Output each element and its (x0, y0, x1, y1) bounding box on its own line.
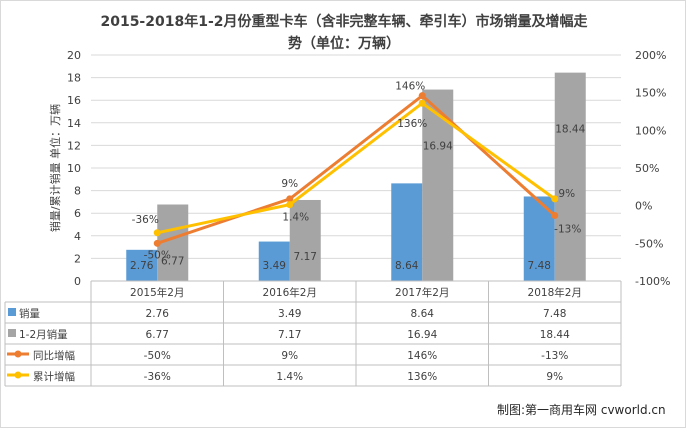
bar-data-label: 3.49 (263, 260, 286, 272)
y2-tick-label: 150% (635, 87, 666, 100)
y-tick-label: 2 (74, 252, 81, 265)
legend-swatch (8, 329, 16, 337)
line-marker (551, 195, 559, 203)
table-cell: 9% (281, 350, 298, 362)
table-cell: 7.17 (278, 329, 301, 341)
line-marker (153, 229, 161, 237)
line-data-label: 146% (395, 81, 425, 93)
y2-tick-label: -100% (635, 275, 670, 288)
line-marker (418, 99, 426, 107)
table-cell: 136% (407, 371, 437, 383)
line-marker (418, 92, 426, 100)
y-tick-label: 14 (67, 117, 81, 130)
legend-marker (14, 371, 22, 379)
legend-entry: 1-2月销量 (19, 328, 68, 341)
bar-sales (391, 183, 423, 281)
legend-swatch (8, 308, 16, 316)
line-marker (153, 239, 161, 247)
chart-title-line2: 势（单位：万辆） (288, 35, 400, 52)
line-data-label: 136% (397, 118, 427, 130)
axes: 0 2 4 6 8 10 12 14 16 18 20 -100% -50% 0% 50% 100% 150% 2… (48, 49, 670, 288)
bar-data-label: 6.77 (161, 255, 184, 267)
line-cumulative-growth (156, 101, 556, 235)
table-cell: 2.76 (146, 308, 170, 320)
bar-data-label: 2.76 (130, 260, 154, 272)
y-tick-label: 0 (74, 275, 81, 288)
x-tick-label: 2016年2月 (263, 286, 317, 299)
bar-sales (258, 241, 290, 281)
bar-cumulative-sales (554, 72, 586, 282)
legend-marker (14, 350, 22, 358)
table-cell: 16.94 (407, 329, 437, 341)
y-axis-label: 销量/累计销量 单位：万辆 (48, 104, 62, 232)
table-cell: -36% (144, 371, 171, 383)
table-cell: 3.49 (278, 308, 301, 320)
y2-tick-label: -50% (635, 237, 663, 250)
bar-cumulative-sales (289, 199, 321, 281)
lines (153, 92, 559, 247)
table-cell: 7.48 (543, 308, 566, 320)
y-tick-label: 16 (67, 94, 81, 107)
y2-tick-label: 50% (635, 162, 659, 175)
table-cell: 6.77 (146, 329, 169, 341)
x-tick-label: 2018年2月 (528, 286, 582, 299)
line-data-label: -36% (132, 214, 159, 226)
source-credit: 制图:第一商用车网 cvworld.cn (497, 402, 666, 417)
line-yoy-growth (156, 93, 556, 245)
bar-data-label: 8.64 (395, 260, 419, 272)
line-data-label: 1.4% (282, 212, 309, 224)
x-tick-label: 2015年2月 (130, 286, 184, 299)
line-data-label: -13% (554, 223, 581, 235)
bar-data-label: 7.48 (528, 260, 551, 272)
line-data-label: 9% (281, 178, 298, 190)
line-data-label: -50% (144, 249, 171, 261)
y-tick-label: 6 (74, 207, 81, 220)
chart-title-line1: 2015-2018年1-2月份重型卡车（含非完整车辆、牵引车）市场销量及增幅走 (100, 13, 588, 30)
line-marker (286, 195, 294, 203)
table-cell: 1.4% (276, 371, 303, 383)
legend-entry: 同比增幅 (33, 349, 75, 362)
x-tick-label: 2017年2月 (395, 286, 449, 299)
table-cell: 9% (546, 371, 563, 383)
y-tick-label: 4 (74, 230, 81, 243)
table-cell: 8.64 (411, 308, 435, 320)
y2-tick-label: 100% (635, 124, 666, 137)
bar-data-label: 18.44 (555, 124, 585, 136)
table-cell: -50% (144, 350, 171, 362)
y-tick-label: 10 (67, 162, 81, 175)
legend-entry: 累计增幅 (33, 370, 75, 383)
y2-tick-label: 200% (635, 49, 666, 62)
line-marker (551, 211, 559, 219)
y-tick-label: 8 (74, 185, 81, 198)
bar-data-label: 7.17 (294, 251, 317, 263)
y-tick-label: 20 (67, 49, 81, 62)
data-labels: 2.76 3.49 8.64 7.48 6.77 7.17 16.94 18.44 -50% 9%… (130, 81, 586, 272)
bar-data-label: 16.94 (423, 141, 453, 153)
table-cell: 146% (407, 350, 437, 362)
table-cell: 18.44 (540, 329, 570, 341)
bar-sales (126, 249, 158, 281)
line-data-label: 9% (558, 188, 575, 200)
y-tick-label: 18 (67, 72, 81, 85)
y2-tick-label: 0% (635, 200, 652, 213)
line-marker (286, 201, 294, 209)
bars (126, 72, 586, 282)
y-tick-label: 12 (67, 139, 81, 152)
legend-entry: 销量 (19, 307, 40, 320)
table-cell: -13% (541, 350, 568, 362)
